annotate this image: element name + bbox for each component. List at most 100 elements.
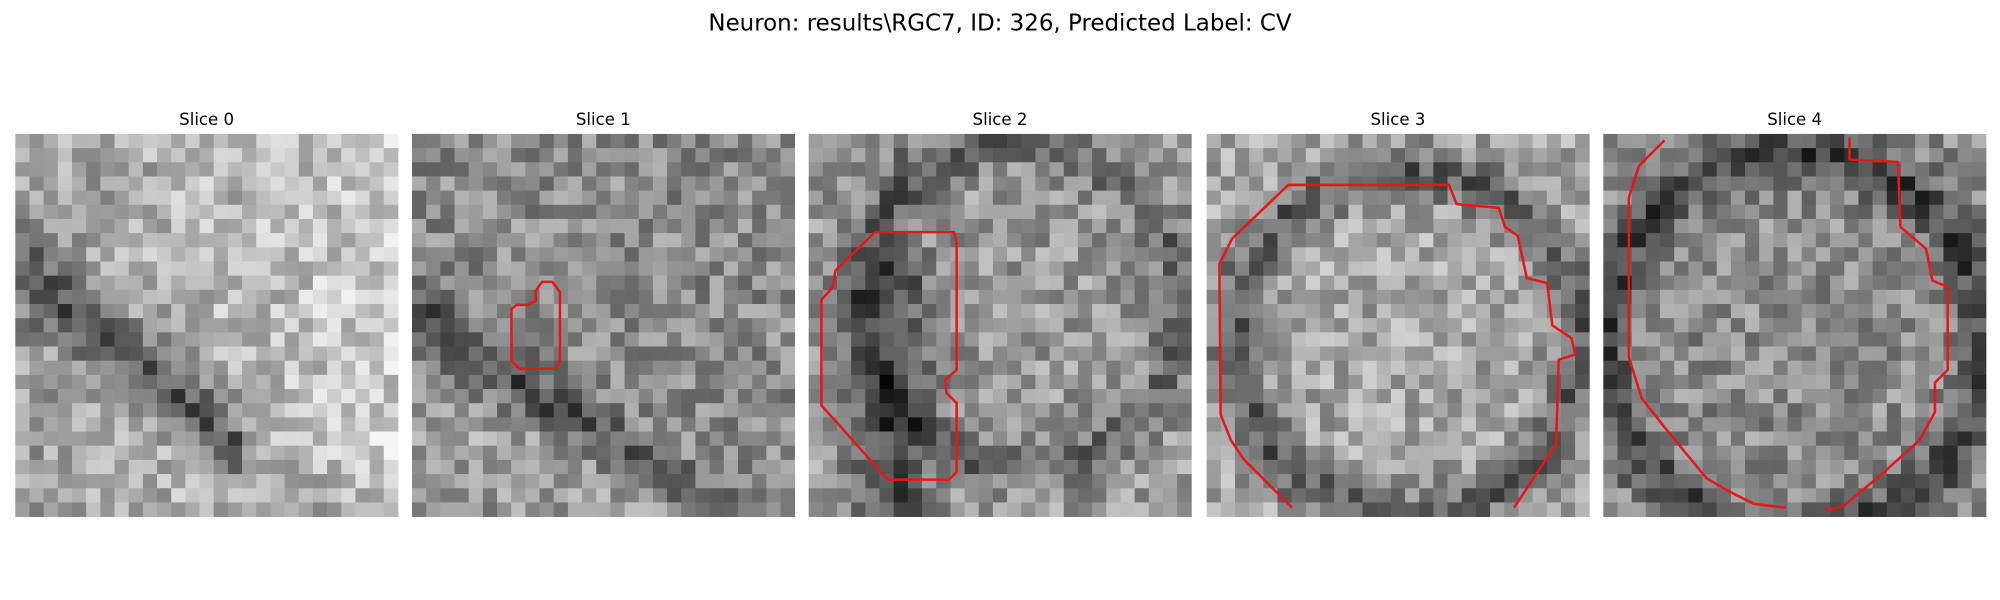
pixel xyxy=(86,488,101,503)
pixel xyxy=(1405,403,1420,418)
pixel xyxy=(737,431,753,447)
pixel xyxy=(1490,162,1505,177)
pixel xyxy=(1348,318,1363,333)
pixel xyxy=(1106,289,1121,305)
pixel xyxy=(1603,233,1618,248)
pixel xyxy=(256,176,271,192)
pixel xyxy=(1035,318,1050,333)
pixel xyxy=(312,218,328,234)
pixel xyxy=(1886,403,1902,418)
pixel xyxy=(86,162,101,177)
pixel xyxy=(1957,218,1973,234)
pixel xyxy=(43,389,59,404)
pixel xyxy=(1461,204,1477,220)
pixel xyxy=(1773,289,1788,305)
pixel xyxy=(766,275,781,291)
pixel xyxy=(1035,204,1050,220)
pixel xyxy=(86,204,101,220)
pixel xyxy=(312,247,328,262)
pixel xyxy=(766,403,781,418)
pixel xyxy=(1660,488,1675,503)
pixel xyxy=(1007,190,1022,206)
pixel xyxy=(1475,502,1491,517)
pixel xyxy=(312,148,328,163)
pixel xyxy=(1291,289,1307,305)
pixel xyxy=(1049,190,1065,206)
pixel xyxy=(907,488,923,503)
pixel xyxy=(624,261,640,277)
pixel xyxy=(922,417,937,432)
pixel xyxy=(1730,218,1746,234)
pixel xyxy=(440,332,455,347)
pixel xyxy=(1220,360,1236,376)
pixel xyxy=(1405,318,1420,333)
pixel xyxy=(454,218,470,234)
pixel xyxy=(1872,459,1888,475)
pixel xyxy=(1390,332,1406,347)
pixel xyxy=(327,318,342,333)
pixel xyxy=(15,488,30,503)
pixel xyxy=(1305,218,1321,234)
pixel xyxy=(157,445,172,461)
pixel xyxy=(1277,247,1293,262)
pixel xyxy=(723,459,739,475)
pixel xyxy=(851,148,866,163)
pixel xyxy=(978,459,994,475)
pixel xyxy=(256,289,271,305)
pixel xyxy=(1730,275,1746,291)
pixel xyxy=(1320,431,1335,447)
pixel xyxy=(142,233,158,248)
pixel xyxy=(1120,289,1136,305)
pixel xyxy=(1929,148,1944,163)
pixel xyxy=(1943,204,1959,220)
pixel xyxy=(936,502,951,517)
pixel xyxy=(1049,303,1065,319)
pixel xyxy=(1305,431,1321,447)
pixel xyxy=(1148,374,1164,390)
pixel xyxy=(369,247,385,262)
pixel xyxy=(411,204,427,220)
pixel xyxy=(978,275,994,291)
pixel xyxy=(355,233,370,248)
pixel xyxy=(1291,247,1307,262)
pixel xyxy=(596,247,611,262)
pixel xyxy=(1021,318,1036,333)
pixel xyxy=(1674,204,1689,220)
pixel xyxy=(227,488,243,503)
pixel xyxy=(1120,218,1136,234)
pixel xyxy=(992,218,1008,234)
pixel xyxy=(1957,360,1973,376)
pixel xyxy=(1660,318,1675,333)
pixel xyxy=(1206,289,1222,305)
pixel xyxy=(341,360,356,376)
pixel xyxy=(1844,459,1859,475)
pixel xyxy=(1702,289,1718,305)
pixel xyxy=(1092,374,1107,390)
pixel xyxy=(1390,289,1406,305)
pixel xyxy=(681,289,696,305)
pixel xyxy=(1745,488,1760,503)
pixel xyxy=(1532,303,1548,319)
pixel xyxy=(1844,218,1859,234)
pixel xyxy=(1263,218,1278,234)
pixel xyxy=(1277,204,1293,220)
pixel xyxy=(723,133,739,149)
pixel xyxy=(723,261,739,277)
pixel xyxy=(57,360,73,376)
pixel xyxy=(1546,403,1562,418)
pixel xyxy=(157,502,172,517)
pixel xyxy=(1063,233,1079,248)
pixel xyxy=(327,431,342,447)
pixel xyxy=(695,474,710,489)
pixel xyxy=(1971,445,1987,461)
pixel xyxy=(893,233,909,248)
pixel xyxy=(1234,190,1250,206)
pixel xyxy=(1900,133,1916,149)
pixel xyxy=(57,445,73,461)
pixel xyxy=(893,332,909,347)
pixel xyxy=(865,332,880,347)
pixel xyxy=(1134,332,1150,347)
pixel xyxy=(1631,403,1647,418)
pixel xyxy=(185,346,200,362)
pixel xyxy=(567,233,583,248)
